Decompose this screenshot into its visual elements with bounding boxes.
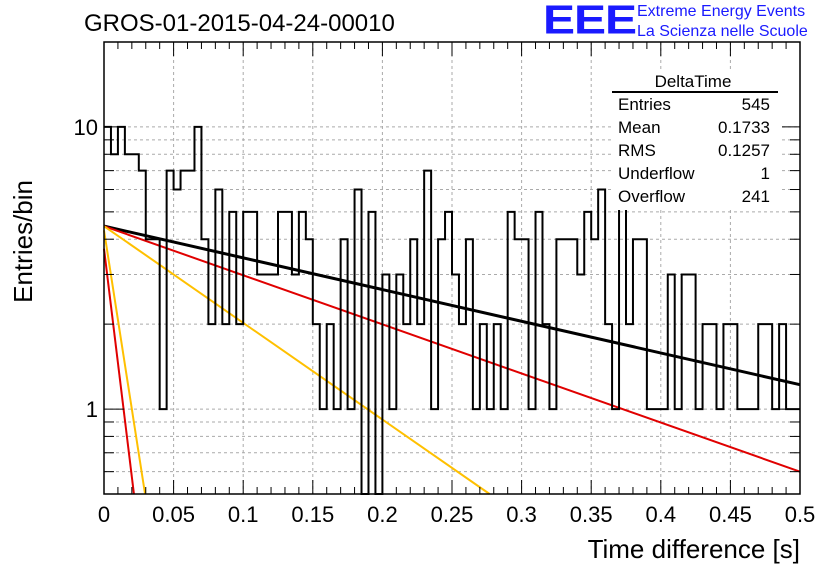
fit-line xyxy=(103,248,135,495)
eee-logo: EEE xyxy=(543,0,637,43)
fit-line xyxy=(103,225,491,495)
axis-ticks xyxy=(103,41,801,495)
fit-line xyxy=(103,225,801,473)
x-tick-label: 0.1 xyxy=(228,502,259,527)
x-tick-label: 0.15 xyxy=(291,502,334,527)
fit-line xyxy=(103,230,147,495)
stats-value: 0.1257 xyxy=(718,141,770,160)
x-tick-label: 0.2 xyxy=(367,502,398,527)
fit-line xyxy=(103,224,801,387)
stats-value: 0.1733 xyxy=(718,118,770,137)
x-tick-label: 0.35 xyxy=(570,502,613,527)
stats-value: 1 xyxy=(761,164,770,183)
stats-label: Underflow xyxy=(618,164,695,183)
histogram-steps xyxy=(104,125,800,495)
x-tick-label: 0.3 xyxy=(506,502,537,527)
logo-line-2: La Scienza nelle Scuole xyxy=(637,23,808,40)
stats-value: 545 xyxy=(742,95,770,114)
x-tick-label: 0.05 xyxy=(152,502,195,527)
x-tick-label: 0.5 xyxy=(785,502,816,527)
logo-line-1: Extreme Energy Events xyxy=(637,3,806,20)
x-tick-label: 0.25 xyxy=(431,502,474,527)
x-tick-label: 0.4 xyxy=(646,502,677,527)
stats-label: Overflow xyxy=(618,187,686,206)
stats-label: RMS xyxy=(618,141,656,160)
x-axis-label: Time difference [s] xyxy=(588,534,800,564)
stats-box: DeltaTime Entries 545 Mean 0.1733 RMS 0.1257 Un… xyxy=(612,70,782,210)
tick-labels: 0 0.05 0.1 0.15 0.2 0.25 0.3 0.35 0.4 0.45 0.5 1 10 xyxy=(74,115,816,527)
y-axis-label: Entries/bin xyxy=(8,180,38,303)
chart-title: GROS-01-2015-04-24-00010 xyxy=(84,10,395,37)
y-tick-label: 1 xyxy=(86,397,98,422)
stats-box-bg xyxy=(612,70,782,210)
y-tick-label: 10 xyxy=(74,115,98,140)
stats-label: Entries xyxy=(618,95,671,114)
x-tick-label: 0.45 xyxy=(709,502,752,527)
stats-value: 241 xyxy=(742,187,770,206)
x-tick-label: 0 xyxy=(98,502,110,527)
stats-label: Mean xyxy=(618,118,661,137)
stats-title: DeltaTime xyxy=(655,72,732,91)
